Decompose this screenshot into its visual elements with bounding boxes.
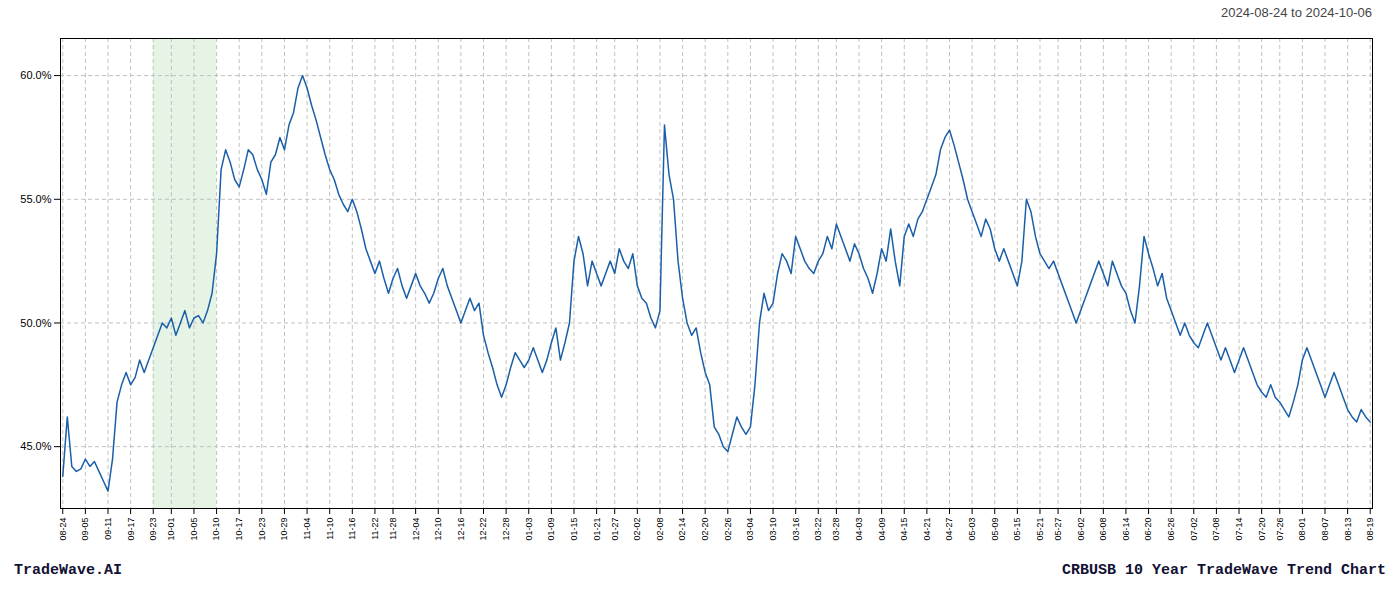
svg-text:04-15: 04-15 (899, 518, 909, 541)
svg-text:10-23: 10-23 (257, 518, 267, 541)
svg-text:10-17: 10-17 (234, 518, 244, 541)
svg-text:04-21: 04-21 (922, 518, 932, 541)
svg-text:08-01: 08-01 (1297, 518, 1307, 541)
svg-text:01-27: 01-27 (610, 518, 620, 541)
svg-text:01-09: 01-09 (546, 518, 556, 541)
svg-text:05-21: 05-21 (1035, 518, 1045, 541)
svg-text:02-14: 02-14 (677, 518, 687, 541)
svg-text:09-17: 09-17 (126, 518, 136, 541)
svg-text:08-07: 08-07 (1320, 518, 1330, 541)
svg-text:09-11: 09-11 (103, 518, 113, 540)
svg-text:09-05: 09-05 (80, 518, 90, 541)
html-text:CRBUSB 10 Year TradeWave Trend: CRBUSB 10 Year TradeWave Trend Chart (1061, 562, 1386, 579)
svg-text:03-04: 03-04 (745, 518, 755, 541)
svg-text:05-09: 05-09 (990, 518, 1000, 541)
svg-text:04-03: 04-03 (854, 518, 864, 541)
svg-text:02-26: 02-26 (723, 518, 733, 541)
svg-text:01-21: 01-21 (591, 518, 601, 541)
svg-text:06-08: 06-08 (1098, 518, 1108, 541)
svg-text:03-28: 03-28 (831, 518, 841, 541)
svg-text:50.0%: 50.0% (20, 316, 51, 328)
svg-text:02-02: 02-02 (632, 518, 642, 541)
svg-text:06-14: 06-14 (1121, 518, 1131, 541)
svg-text:12-22: 12-22 (478, 518, 488, 541)
svg-text:04-27: 04-27 (944, 518, 954, 541)
svg-text:05-15: 05-15 (1012, 518, 1022, 541)
svg-text:12-04: 12-04 (411, 518, 421, 541)
svg-text:07-14: 07-14 (1234, 518, 1244, 541)
svg-text:05-27: 05-27 (1053, 518, 1063, 541)
svg-text:10-05: 10-05 (189, 518, 199, 541)
svg-text:02-20: 02-20 (700, 518, 710, 541)
svg-text:45.0%: 45.0% (20, 440, 51, 452)
svg-text:07-02: 07-02 (1189, 518, 1199, 541)
html-text:TradeWave.AI: TradeWave.AI (14, 562, 122, 579)
svg-text:12-28: 12-28 (501, 518, 511, 541)
svg-text:11-16: 11-16 (347, 518, 357, 540)
svg-text:11-22: 11-22 (370, 518, 380, 540)
svg-text:07-20: 07-20 (1257, 518, 1267, 541)
svg-text:12-10: 12-10 (433, 518, 443, 541)
svg-text:55.0%: 55.0% (20, 193, 51, 205)
svg-text:60.0%: 60.0% (20, 69, 51, 81)
svg-text:08-24: 08-24 (58, 518, 68, 541)
svg-text:03-10: 03-10 (768, 518, 778, 541)
svg-text:10-01: 10-01 (166, 518, 176, 541)
html-text:2024-08-24 to 2024-10-06: 2024-08-24 to 2024-10-06 (1220, 5, 1372, 20)
svg-text:07-08: 07-08 (1211, 518, 1221, 541)
svg-text:03-22: 03-22 (813, 518, 823, 541)
svg-text:08-19: 08-19 (1365, 518, 1375, 541)
svg-text:10-10: 10-10 (211, 518, 221, 541)
svg-text:08-13: 08-13 (1342, 518, 1352, 541)
svg-text:06-26: 06-26 (1166, 518, 1176, 541)
svg-text:05-03: 05-03 (967, 518, 977, 541)
svg-text:03-16: 03-16 (791, 518, 801, 541)
svg-text:07-26: 07-26 (1275, 518, 1285, 541)
svg-text:06-02: 06-02 (1076, 518, 1086, 541)
svg-text:12-16: 12-16 (456, 518, 466, 541)
svg-text:04-09: 04-09 (877, 518, 887, 541)
svg-text:01-15: 01-15 (569, 518, 579, 541)
svg-text:10-29: 10-29 (279, 518, 289, 541)
svg-text:01-03: 01-03 (524, 518, 534, 541)
svg-text:11-04: 11-04 (302, 518, 312, 540)
svg-text:02-08: 02-08 (655, 518, 665, 541)
svg-text:11-28: 11-28 (388, 518, 398, 540)
svg-text:06-20: 06-20 (1143, 518, 1153, 541)
svg-text:09-23: 09-23 (148, 518, 158, 541)
svg-text:11-10: 11-10 (325, 518, 335, 540)
